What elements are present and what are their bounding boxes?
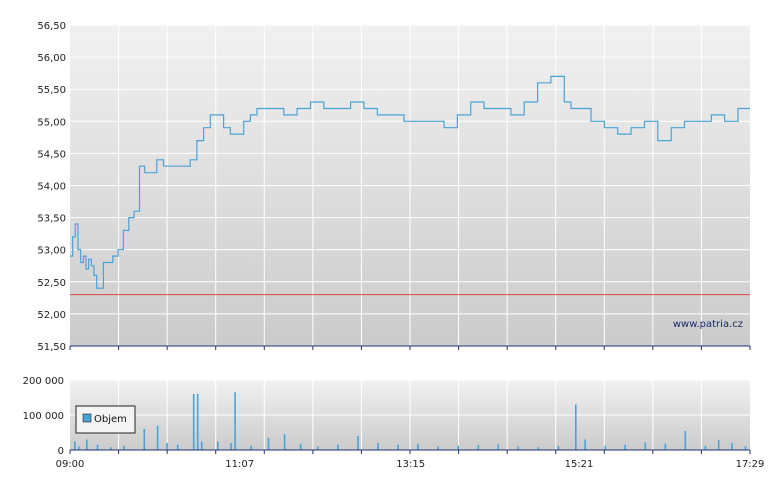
volume-bar	[397, 444, 399, 451]
legend-swatch	[82, 413, 92, 423]
volume-bars	[74, 392, 747, 451]
volume-bar	[156, 425, 159, 450]
volume-bar	[143, 429, 146, 450]
volume-bar	[644, 442, 647, 450]
price-y-tick-label: 54,00	[37, 182, 66, 193]
price-y-tick-label: 52,00	[37, 310, 66, 321]
volume-bar	[537, 447, 540, 450]
volume-x-tick-label: 11:07	[225, 459, 254, 470]
legend: Objem	[75, 405, 136, 434]
volume-x-tick-label: 13:15	[396, 459, 425, 470]
volume-bar	[717, 440, 720, 450]
volume-bar	[731, 443, 733, 450]
volume-bar	[517, 446, 520, 450]
volume-bar	[457, 445, 459, 450]
price-y-tick-label: 51,50	[37, 342, 66, 353]
volume-bar	[477, 445, 480, 450]
volume-bar	[78, 446, 80, 450]
volume-x-axis: 09:00 11:07 13:15 15:21 17:29	[56, 450, 765, 470]
volume-bar	[217, 441, 219, 451]
volume-bar	[96, 444, 99, 451]
volume-bar	[575, 404, 577, 450]
volume-bar	[299, 443, 302, 450]
volume-bar	[283, 434, 286, 451]
volume-bar	[230, 443, 232, 450]
volume-x-tick-label: 09:00	[56, 459, 85, 470]
volume-bar	[317, 446, 319, 450]
volume-bar	[337, 444, 339, 451]
volume-bar	[704, 445, 707, 450]
watermark: www.patria.cz	[673, 319, 743, 330]
volume-x-tick-label: 15:21	[565, 459, 594, 470]
volume-bar	[86, 439, 88, 450]
volume-bar	[196, 394, 199, 450]
volume-bar	[250, 445, 252, 450]
volume-bar	[377, 443, 379, 450]
volume-bar	[557, 445, 560, 450]
price-y-tick-label: 53,50	[37, 214, 66, 225]
volume-bar	[192, 394, 195, 450]
volume-bar	[417, 443, 419, 450]
volume-bar	[176, 444, 179, 451]
volume-bar	[684, 430, 687, 451]
volume-bar	[437, 446, 439, 450]
volume-bar	[744, 446, 747, 450]
volume-bar	[267, 437, 270, 451]
volume-y-tick-label: 0	[58, 446, 64, 457]
volume-x-tick-label: 17:29	[736, 459, 765, 470]
volume-bar	[584, 439, 586, 450]
volume-bar	[110, 447, 112, 450]
price-y-tick-label: 53,00	[37, 246, 66, 257]
price-y-tick-label: 52,50	[37, 278, 66, 289]
price-y-tick-label: 54,50	[37, 149, 66, 160]
volume-bar	[664, 443, 667, 450]
price-series-line	[70, 75, 750, 289]
price-y-axis: 56,50 56,00 55,50 55,00 54,50 54,00 53,50 53,00…	[37, 21, 66, 353]
volume-y-axis: 200 000 100 000 0	[23, 376, 64, 457]
volume-bar	[166, 443, 168, 450]
price-y-tick-label: 55,00	[37, 117, 66, 128]
price-x-axis	[69, 346, 751, 350]
volume-bar	[624, 444, 626, 451]
price-y-tick-label: 56,50	[37, 21, 66, 32]
volume-bar	[604, 445, 606, 450]
volume-bar	[123, 445, 125, 450]
volume-y-tick-label: 200 000	[23, 376, 64, 387]
legend-label: Objem	[94, 414, 127, 425]
price-y-tick-label: 56,00	[37, 53, 66, 64]
volume-panel: 200 000 100 000 0 09:00 11:07 13:15 15:21 17:2…	[23, 376, 765, 470]
volume-bar	[497, 444, 500, 450]
volume-bar	[357, 436, 359, 450]
volume-bar	[74, 441, 76, 451]
volume-bar	[234, 392, 236, 451]
price-panel: 56,50 56,00 55,50 55,00 54,50 54,00 53,50 53,00…	[37, 21, 751, 353]
price-y-tick-label: 55,50	[37, 85, 66, 96]
volume-bar	[200, 441, 203, 451]
volume-y-tick-label: 100 000	[23, 411, 64, 422]
